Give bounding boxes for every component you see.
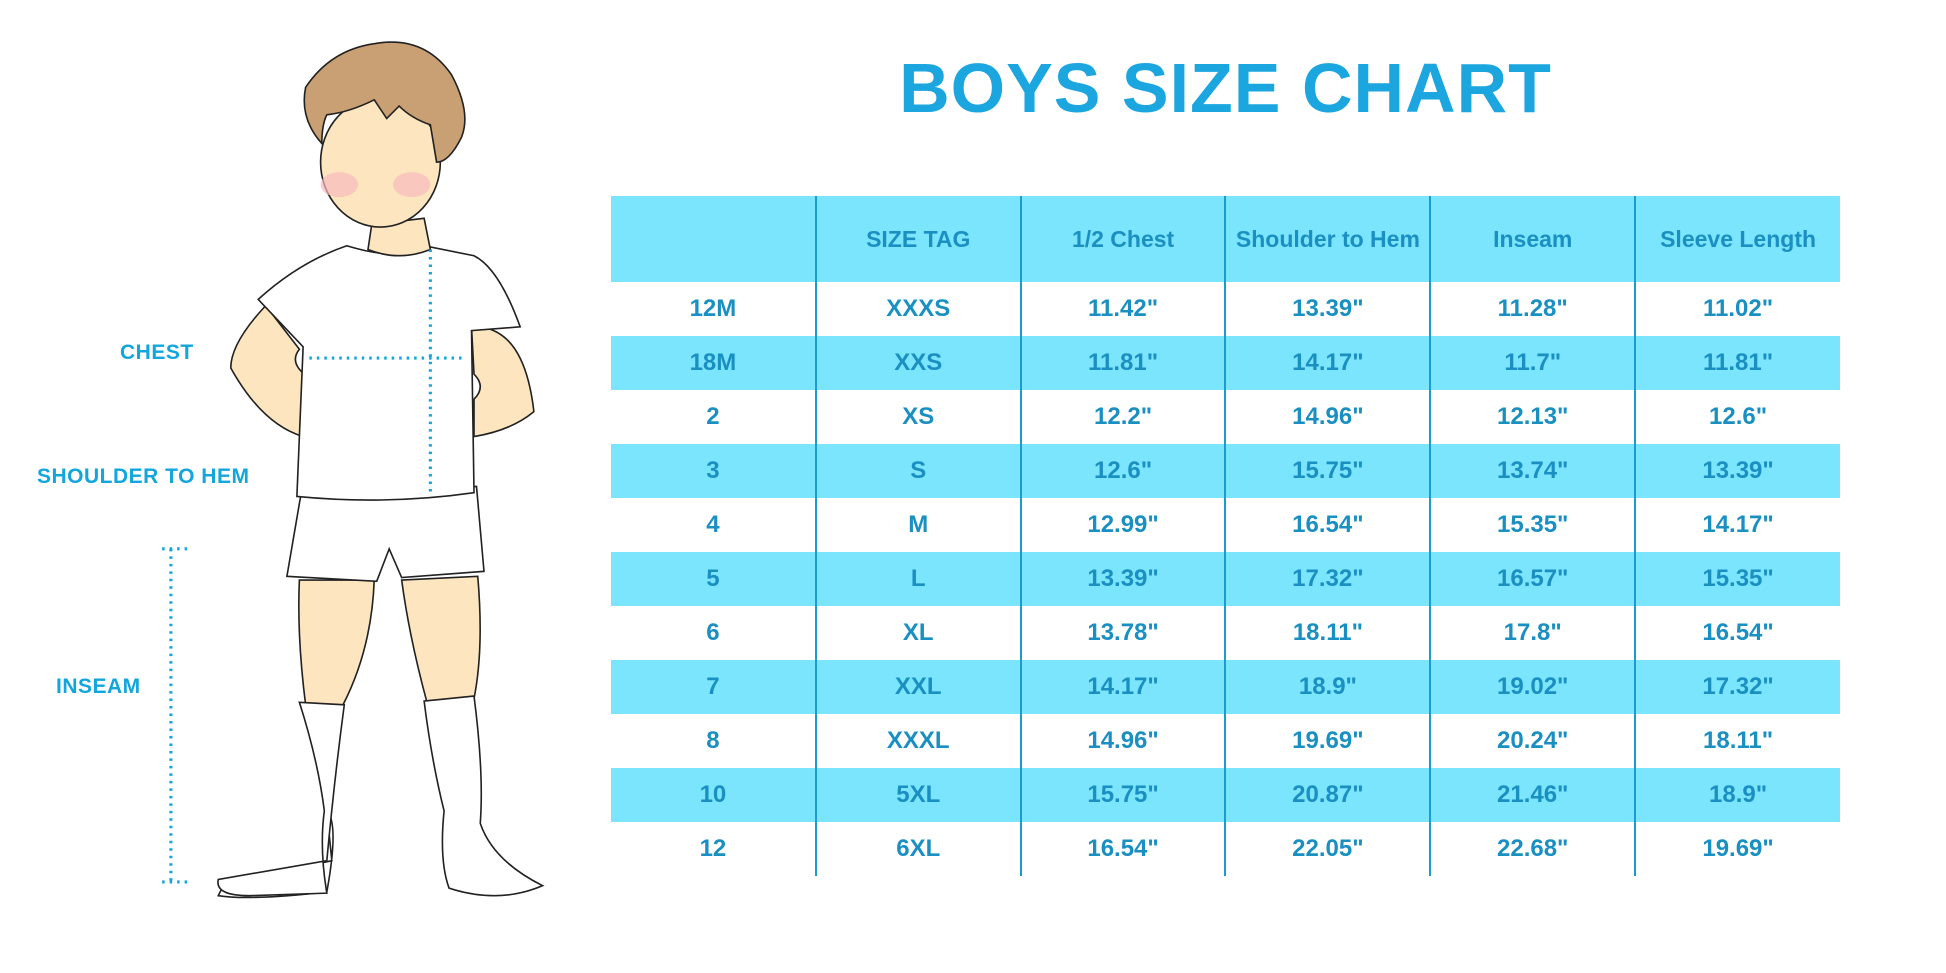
table-cell: 13.74" [1429,444,1636,498]
table-cell: 11.28" [1429,282,1636,336]
table-row: 18M XXS 11.81" 14.17" 11.7" 11.81" [611,336,1840,390]
table-row: 8 XXXL 14.96" 19.69" 20.24" 18.11" [611,714,1840,768]
table-cell: XS [814,390,1021,444]
table-row: 12M XXXS 11.42" 13.39" 11.28" 11.02" [611,282,1840,336]
table-row: 10 5XL 15.75" 20.87" 21.46" 18.9" [611,768,1840,822]
table-cell: 17.32" [1224,552,1431,606]
table-cell: 20.24" [1429,714,1636,768]
table-cell: 17.32" [1634,660,1840,714]
table-cell: 15.35" [1429,498,1636,552]
table-cell: 18.11" [1224,606,1431,660]
size-chart-table: SIZE TAG 1/2 Chest Shoulder to Hem Inseam Sl… [611,196,1840,876]
table-cell: 8 [706,727,720,754]
table-cell: 14.96" [1019,714,1226,768]
table-cell: 2 [706,403,720,430]
table-cell: 18.11" [1634,714,1840,768]
table-cell: 15.35" [1634,552,1840,606]
table-cell: 11.42" [1019,282,1226,336]
column-header: Shoulder to Hem [1224,196,1431,282]
table-cell: 21.46" [1429,768,1636,822]
table-cell: XXL [814,660,1021,714]
table-cell: 4 [706,511,720,538]
table-cell: 17.8" [1429,606,1636,660]
table-cell: 10 [611,768,816,822]
table-cell: XXXL [814,714,1021,768]
table-cell: 14.17" [1019,660,1226,714]
table-row: 5 L 13.39" 17.32" 16.57" 15.35" [611,552,1840,606]
table-cell: 16.54" [1634,606,1840,660]
table-cell: 5XL [814,768,1021,822]
table-cell: 11.7" [1429,336,1636,390]
table-cell: XXXS [814,282,1021,336]
table-cell: 13.39" [1634,444,1840,498]
table-cell: 12.2" [1019,390,1226,444]
boy-measurement-illustration [162,41,545,899]
table-cell: 16.54" [1224,498,1431,552]
table-cell: 22.05" [1224,822,1431,876]
table-cell: 15.75" [1019,768,1226,822]
table-cell: XXS [814,336,1021,390]
table-cell: 19.02" [1429,660,1636,714]
column-header: SIZE TAG [814,196,1021,282]
table-cell: S [814,444,1021,498]
column-header [611,196,816,282]
table-cell: 5 [611,552,816,606]
table-cell: 12 [699,835,727,862]
table-cell: 20.87" [1224,768,1431,822]
table-cell: 19.69" [1224,714,1431,768]
table-cell: 13.78" [1019,606,1226,660]
table-row: 4 M 12.99" 16.54" 15.35" 14.17" [611,498,1840,552]
inseam-label: INSEAM [56,675,141,698]
table-row: 3 S 12.6" 15.75" 13.74" 13.39" [611,444,1840,498]
table-cell: 7 [611,660,816,714]
table-cell: 19.69" [1634,822,1840,876]
table-cell: 18.9" [1634,768,1840,822]
table-cell: XL [814,606,1021,660]
table-cell: 22.68" [1429,822,1636,876]
table-cell: 3 [611,444,816,498]
column-header: 1/2 Chest [1019,196,1226,282]
table-cell: 14.17" [1224,336,1431,390]
shoulder-to-hem-label: SHOULDER TO HEM [37,465,250,488]
column-header: Inseam [1429,196,1636,282]
table-cell: 18.9" [1224,660,1431,714]
table-cell: 12.6" [1019,444,1226,498]
table-cell: L [814,552,1021,606]
chest-label: CHEST [120,341,194,364]
column-header: Sleeve Length [1634,196,1840,282]
table-row: 12 6XL 16.54" 22.05" 22.68" 19.69" [611,822,1840,876]
table-cell: 18M [611,336,816,390]
table-cell: 13.39" [1224,282,1431,336]
table-cell: 12M [689,295,737,322]
table-cell: 16.54" [1019,822,1226,876]
table-cell: 14.96" [1224,390,1431,444]
table-cell: 13.39" [1019,552,1226,606]
table-cell: 11.02" [1634,282,1840,336]
table-cell: 12.6" [1634,390,1840,444]
table-cell: 12.99" [1019,498,1226,552]
table-row: 7 XXL 14.17" 18.9" 19.02" 17.32" [611,660,1840,714]
table-cell: 6 [706,619,720,646]
page-title: BOYS SIZE CHART [899,49,1552,127]
table-row: 2 XS 12.2" 14.96" 12.13" 12.6" [611,390,1840,444]
table-row: 6 XL 13.78" 18.11" 17.8" 16.54" [611,606,1840,660]
table-header-row: SIZE TAG 1/2 Chest Shoulder to Hem Inseam Sl… [611,196,1840,282]
table-cell: M [814,498,1021,552]
table-cell: 14.17" [1634,498,1840,552]
table-cell: 16.57" [1429,552,1636,606]
table-cell: 15.75" [1224,444,1431,498]
table-cell: 12.13" [1429,390,1636,444]
table-cell: 6XL [814,822,1021,876]
table-cell: 11.81" [1019,336,1226,390]
table-cell: 11.81" [1634,336,1840,390]
